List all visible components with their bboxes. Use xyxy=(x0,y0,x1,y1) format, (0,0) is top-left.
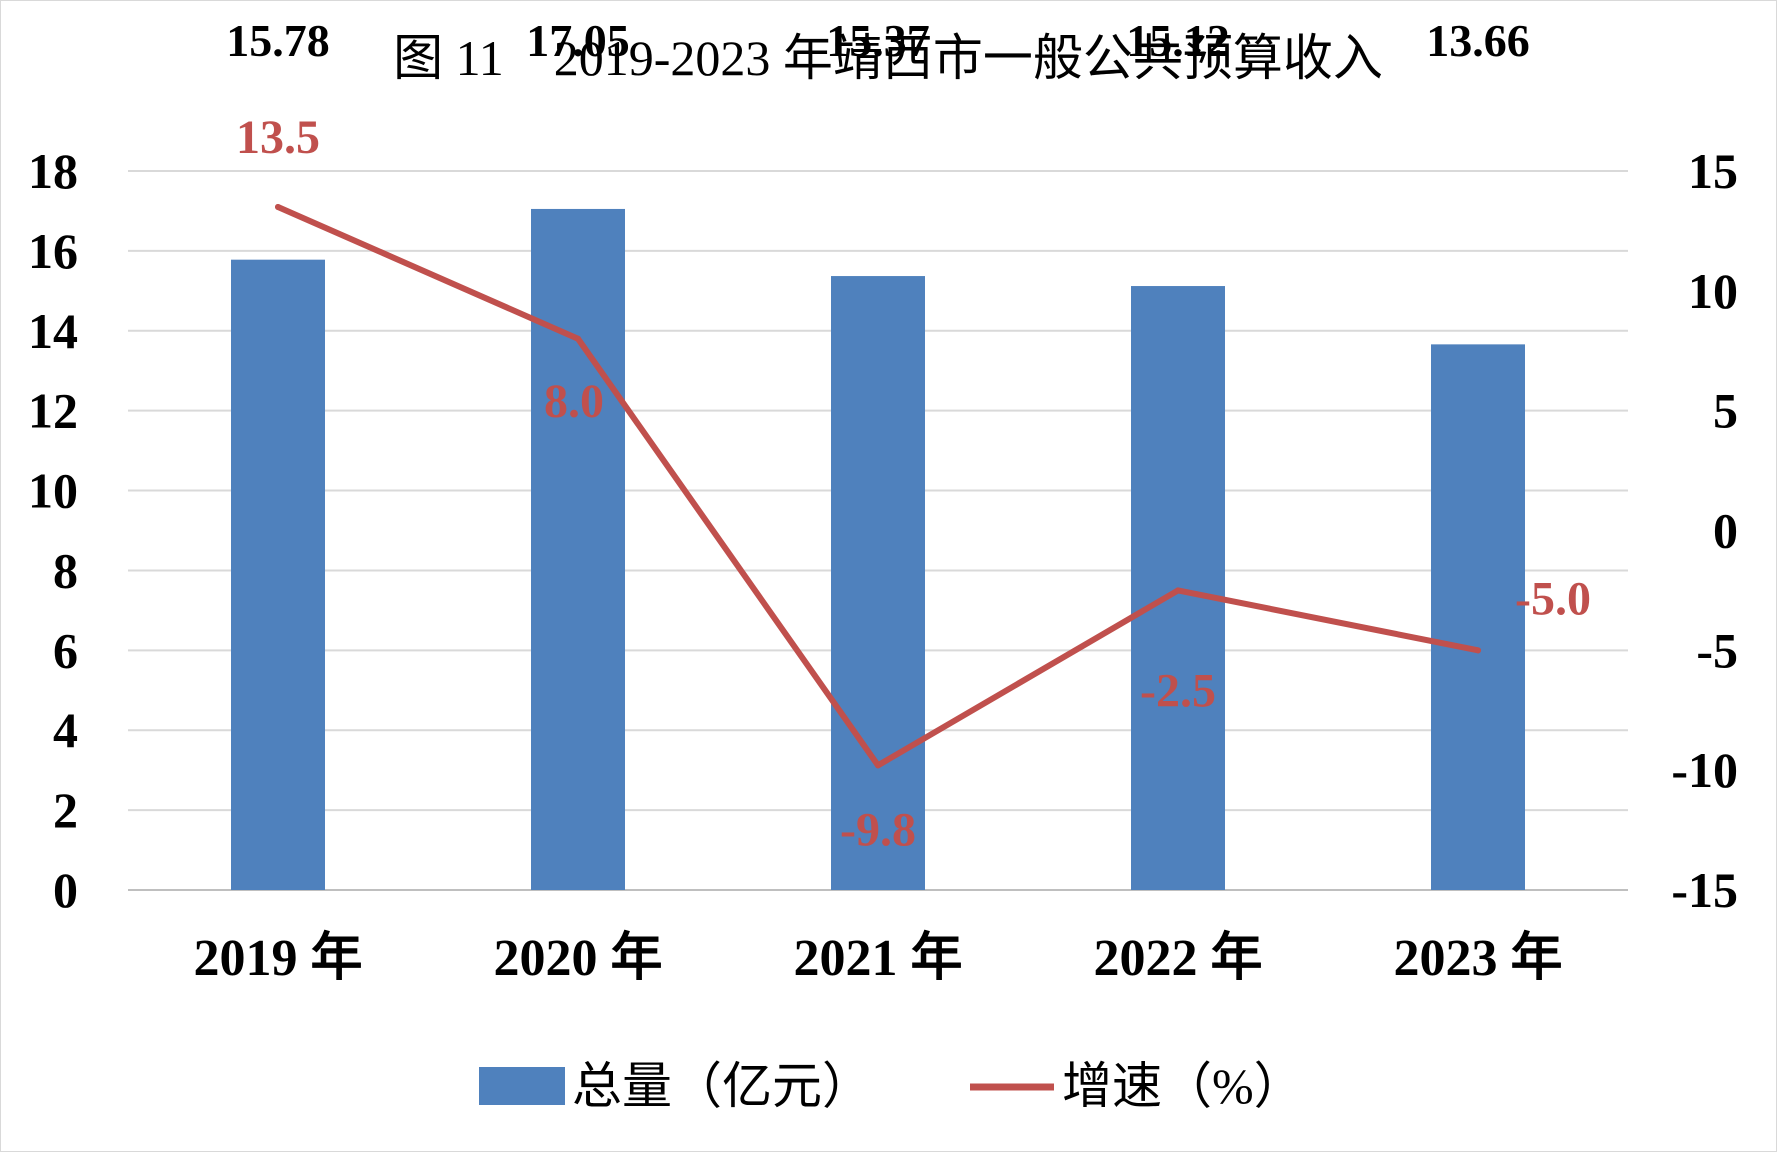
right-axis-tick-label: -5 xyxy=(1696,622,1738,678)
line-point xyxy=(275,203,281,210)
left-axis-tick-label: 8 xyxy=(53,542,78,598)
bar xyxy=(1431,344,1525,890)
line-point xyxy=(875,762,881,769)
bar-series xyxy=(231,208,1525,891)
line-data-label: -9.8 xyxy=(840,803,916,856)
line-point xyxy=(1175,587,1181,594)
right-axis-tick-label: 15 xyxy=(1688,143,1738,199)
left-axis-tick-label: 18 xyxy=(28,143,78,199)
bar xyxy=(231,259,325,891)
left-axis-tick-label: 4 xyxy=(53,702,78,758)
left-axis-tick-label: 2 xyxy=(53,782,78,838)
line-series xyxy=(275,203,1481,769)
category-label: 2023 年 xyxy=(1393,929,1562,987)
category-label: 2021 年 xyxy=(793,929,962,987)
right-axis-ticks: -15 -10 -5 0 5 10 15 xyxy=(1671,143,1738,918)
legend: 总量（亿元） 增速（%） xyxy=(479,1058,1304,1114)
line-data-labels: 13.5 8.0 -9.8 -2.5 -5.0 xyxy=(236,111,1591,856)
left-axis-ticks: 0 2 4 6 8 10 12 14 16 18 xyxy=(28,143,78,918)
category-label: 2022 年 xyxy=(1093,929,1262,987)
line-data-label: 13.5 xyxy=(236,111,320,164)
left-axis-tick-label: 12 xyxy=(28,383,78,439)
left-axis-tick-label: 10 xyxy=(28,463,78,519)
left-axis-tick-label: 6 xyxy=(53,622,78,678)
bar-data-label: 15.78 xyxy=(226,15,330,66)
right-axis-tick-label: 0 xyxy=(1713,503,1738,559)
left-axis-tick-label: 0 xyxy=(53,862,78,918)
chart-title: 图 11 2019-2023 年靖西市一般公共预算收入 xyxy=(393,30,1383,86)
line-data-label: 8.0 xyxy=(544,375,604,428)
right-axis-tick-label: 5 xyxy=(1713,383,1738,439)
bar-data-label: 15.12 xyxy=(1126,15,1230,66)
legend-label-total: 总量（亿元） xyxy=(572,1058,872,1114)
category-axis-labels: 2019 年 2020 年 2021 年 2022 年 2023 年 xyxy=(193,929,1562,987)
bar xyxy=(831,276,925,890)
line-point xyxy=(1475,647,1481,654)
bar-data-label: 15.37 xyxy=(826,15,930,66)
legend-swatch-total xyxy=(479,1067,565,1105)
bar xyxy=(531,208,625,891)
line-data-label: -2.5 xyxy=(1140,664,1216,717)
category-label: 2019 年 xyxy=(193,929,362,987)
bar-data-label: 17.05 xyxy=(526,15,630,66)
left-axis-tick-label: 16 xyxy=(28,223,78,279)
legend-label-growth: 增速（%） xyxy=(1062,1058,1304,1114)
line-data-label: -5.0 xyxy=(1515,572,1591,625)
right-axis-tick-label: -10 xyxy=(1671,742,1738,798)
category-label: 2020 年 xyxy=(493,929,662,987)
right-axis-tick-label: 10 xyxy=(1688,263,1738,319)
bar-data-label: 13.66 xyxy=(1426,15,1530,66)
right-axis-tick-label: -15 xyxy=(1671,862,1738,918)
line-point xyxy=(575,335,581,342)
bar-data-labels: 15.78 17.05 15.37 15.12 13.66 xyxy=(226,15,1530,66)
left-axis-tick-label: 14 xyxy=(28,303,78,359)
